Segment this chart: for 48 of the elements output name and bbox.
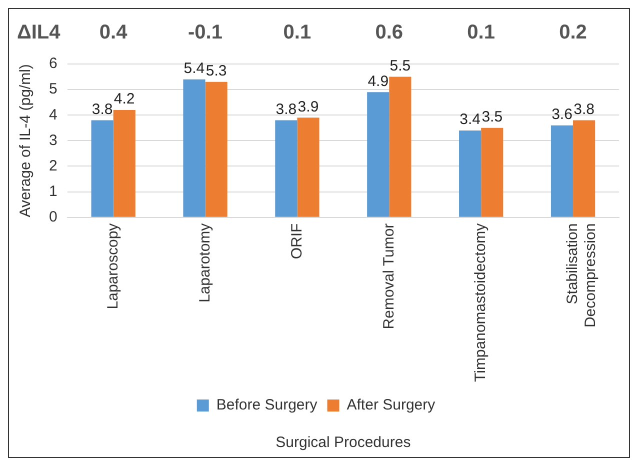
y-tick-label: 2 bbox=[49, 157, 58, 174]
data-label: 3.9 bbox=[298, 98, 319, 116]
bar bbox=[183, 79, 206, 217]
bar bbox=[297, 118, 320, 217]
y-axis-title: Average of IL-4 (pg/ml) bbox=[17, 64, 34, 218]
data-label: 4.2 bbox=[114, 90, 135, 108]
text: 0.4 bbox=[99, 22, 128, 44]
legend-label: Before Surgery bbox=[216, 396, 318, 414]
x-tick-label: Stabilisation Decompression bbox=[564, 223, 600, 328]
x-tick-label: Laparoscopy bbox=[104, 222, 122, 310]
data-label: 3.8 bbox=[276, 100, 297, 118]
data-label: 5.3 bbox=[206, 62, 227, 80]
y-tick-label: 5 bbox=[49, 80, 58, 98]
data-label: 5.4 bbox=[184, 60, 205, 77]
data-label: 3.4 bbox=[460, 111, 480, 128]
y-tick-label: 3 bbox=[49, 132, 58, 149]
y-tick-label: 6 bbox=[49, 55, 58, 72]
data-label: 5.5 bbox=[390, 57, 411, 74]
bar bbox=[550, 125, 574, 217]
x-tick-label: Removal Tumor bbox=[380, 223, 398, 330]
bar bbox=[459, 130, 482, 217]
x-tick-label: ORIF bbox=[288, 223, 306, 260]
data-label: 3.5 bbox=[482, 108, 503, 126]
bar bbox=[275, 120, 298, 217]
bar bbox=[113, 110, 136, 217]
data-label: 3.8 bbox=[92, 100, 113, 118]
bar bbox=[367, 92, 390, 217]
x-tick-label: Laparotomy bbox=[196, 222, 214, 303]
bar bbox=[573, 120, 596, 217]
text: 0.2 bbox=[559, 22, 587, 44]
y-tick-label: 4 bbox=[49, 106, 58, 124]
bar bbox=[481, 128, 504, 217]
x-axis-title: Surgical Procedures bbox=[276, 434, 411, 452]
text: ΔIL4 bbox=[17, 22, 62, 44]
bar bbox=[389, 76, 412, 217]
text: 0.1 bbox=[283, 22, 312, 44]
bar bbox=[205, 82, 228, 217]
y-tick-label: 1 bbox=[49, 182, 58, 200]
x-tick-label: Timpanomastoidectomy bbox=[472, 222, 490, 382]
text: -0.1 bbox=[188, 22, 222, 44]
legend-label: After Surgery bbox=[346, 396, 436, 414]
data-label: 3.8 bbox=[574, 100, 594, 118]
data-label: 4.9 bbox=[368, 72, 389, 90]
y-tick-label: 0 bbox=[49, 208, 58, 226]
bar bbox=[91, 120, 114, 217]
data-label: 3.6 bbox=[552, 106, 572, 123]
text: 0.1 bbox=[467, 22, 495, 44]
text: 0.6 bbox=[375, 22, 404, 44]
